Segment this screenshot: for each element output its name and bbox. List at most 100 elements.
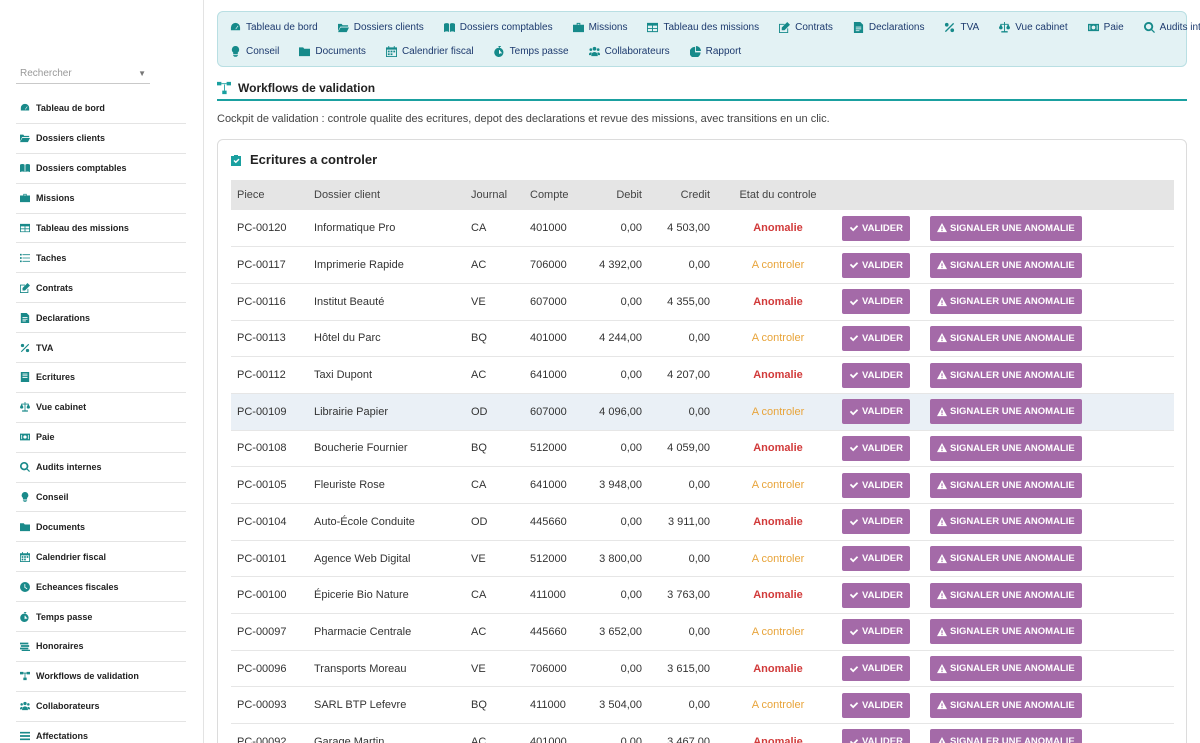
sidebar-item-label: Missions (36, 193, 75, 204)
nav-link-dossiers-clients[interactable]: Dossiers clients (337, 20, 424, 34)
sidebar-item-paie[interactable]: Paie (16, 423, 186, 453)
sidebar-item-workflows-de-validation[interactable]: Workflows de validation (16, 662, 186, 692)
signaler-anomalie-button[interactable]: SIGNALER UNE ANOMALIE (930, 215, 1082, 241)
valider-button[interactable]: VALIDER (842, 729, 910, 743)
cell-piece[interactable]: PC-00109 (231, 393, 308, 431)
nav-link-rapport[interactable]: Rapport (689, 44, 741, 58)
valider-button[interactable]: VALIDER (842, 619, 910, 645)
sidebar-item-temps-passe[interactable]: Temps passe (16, 602, 186, 633)
cell-dossier: Librairie Papier (308, 393, 465, 431)
nav-link-temps-passe[interactable]: Temps passe (493, 44, 569, 58)
cell-piece[interactable]: PC-00117 (231, 246, 308, 284)
cell-piece[interactable]: PC-00105 (231, 466, 308, 504)
signaler-anomalie-button[interactable]: SIGNALER UNE ANOMALIE (930, 729, 1082, 743)
cell-signaler: SIGNALER UNE ANOMALIE (930, 686, 1174, 725)
cell-journal: AC (465, 246, 524, 284)
cell-piece[interactable]: PC-00104 (231, 503, 308, 541)
sidebar-item-audits-internes[interactable]: Audits internes (16, 453, 186, 483)
signaler-anomalie-button[interactable]: SIGNALER UNE ANOMALIE (930, 362, 1082, 388)
valider-button[interactable]: VALIDER (842, 325, 910, 351)
sidebar-item-honoraires[interactable]: Honoraires (16, 632, 186, 662)
valider-button[interactable]: VALIDER (842, 546, 910, 572)
signaler-anomalie-button[interactable]: SIGNALER UNE ANOMALIE (930, 289, 1082, 315)
valider-button[interactable]: VALIDER (842, 472, 910, 498)
sidebar-item-dossiers-comptables[interactable]: Dossiers comptables (16, 154, 186, 184)
nav-link-audits-internes[interactable]: Audits internes (1143, 20, 1200, 34)
check-icon (849, 664, 859, 674)
cell-piece[interactable]: PC-00116 (231, 283, 308, 321)
valider-button[interactable]: VALIDER (842, 215, 910, 241)
cell-piece[interactable]: PC-00097 (231, 613, 308, 651)
cell-piece[interactable]: PC-00113 (231, 320, 308, 358)
sidebar-search-select[interactable]: Rechercher ▼ (16, 66, 150, 84)
valider-button[interactable]: VALIDER (842, 509, 910, 535)
sidebar-item-missions[interactable]: Missions (16, 184, 186, 214)
sidebar-item-documents[interactable]: Documents (16, 512, 186, 543)
status-badge: Anomalie (753, 295, 803, 308)
sidebar-item-declarations[interactable]: Declarations (16, 303, 186, 334)
cell-piece[interactable]: PC-00108 (231, 430, 308, 468)
signaler-anomalie-button[interactable]: SIGNALER UNE ANOMALIE (930, 546, 1082, 572)
sidebar-item-tableau-des-missions[interactable]: Tableau des missions (16, 214, 186, 244)
valider-button[interactable]: VALIDER (842, 252, 910, 278)
cell-piece[interactable]: PC-00093 (231, 686, 308, 725)
nav-link-missions[interactable]: Missions (572, 20, 627, 34)
nav-link-collaborateurs[interactable]: Collaborateurs (588, 44, 670, 58)
cell-piece[interactable]: PC-00101 (231, 540, 308, 578)
nav-link-tableau-de-bord[interactable]: Tableau de bord (230, 20, 318, 34)
valider-button[interactable]: VALIDER (842, 399, 910, 425)
cell-signaler: SIGNALER UNE ANOMALIE (930, 503, 1174, 541)
nav-link-vue-cabinet[interactable]: Vue cabinet (999, 20, 1068, 34)
cell-credit: 3 763,00 (648, 576, 716, 615)
cell-piece[interactable]: PC-00100 (231, 576, 308, 615)
sidebar-item-vue-cabinet[interactable]: Vue cabinet (16, 393, 186, 423)
cell-piece[interactable]: PC-00120 (231, 210, 308, 248)
sidebar-item-ecritures[interactable]: Ecritures (16, 363, 186, 393)
signaler-anomalie-button[interactable]: SIGNALER UNE ANOMALIE (930, 472, 1082, 498)
sidebar-item-taches[interactable]: Taches (16, 243, 186, 274)
valider-button[interactable]: VALIDER (842, 362, 910, 388)
nav-link-calendrier-fiscal[interactable]: Calendrier fiscal (385, 44, 474, 58)
cell-piece[interactable]: PC-00096 (231, 650, 308, 688)
sidebar-item-conseil[interactable]: Conseil (16, 483, 186, 513)
cell-piece[interactable]: PC-00112 (231, 356, 308, 394)
nav-link-declarations[interactable]: Declarations (853, 20, 924, 34)
cell-piece[interactable]: PC-00092 (231, 723, 308, 743)
signaler-anomalie-button[interactable]: SIGNALER UNE ANOMALIE (930, 435, 1082, 461)
nav-link-paie[interactable]: Paie (1087, 20, 1124, 34)
sidebar-item-collaborateurs[interactable]: Collaborateurs (16, 692, 186, 722)
signaler-anomalie-button[interactable]: SIGNALER UNE ANOMALIE (930, 399, 1082, 425)
signaler-anomalie-button[interactable]: SIGNALER UNE ANOMALIE (930, 509, 1082, 535)
signaler-anomalie-button[interactable]: SIGNALER UNE ANOMALIE (930, 252, 1082, 278)
nav-link-conseil[interactable]: Conseil (230, 44, 279, 58)
signaler-anomalie-button[interactable]: SIGNALER UNE ANOMALIE (930, 656, 1082, 682)
valider-button[interactable]: VALIDER (842, 582, 910, 608)
valider-button-label: VALIDER (862, 626, 903, 638)
sidebar-item-tableau-de-bord[interactable]: Tableau de bord (16, 94, 186, 124)
sidebar-item-echeances-fiscales[interactable]: Echeances fiscales (16, 572, 186, 603)
sidebar-item-tva[interactable]: TVA (16, 333, 186, 364)
valider-button[interactable]: VALIDER (842, 435, 910, 461)
valider-button[interactable]: VALIDER (842, 289, 910, 315)
nav-link-tva[interactable]: TVA (944, 20, 979, 34)
valider-button-label: VALIDER (862, 222, 903, 234)
valider-button[interactable]: VALIDER (842, 692, 910, 718)
sidebar-item-label: Vue cabinet (36, 402, 87, 413)
nav-link-documents[interactable]: Documents (299, 44, 366, 58)
sidebar-item-affectations[interactable]: Affectations (16, 722, 186, 743)
sidebar-item-contrats[interactable]: Contrats (16, 273, 186, 304)
sidebar-item-calendrier-fiscal[interactable]: Calendrier fiscal (16, 542, 186, 573)
signaler-anomalie-button[interactable]: SIGNALER UNE ANOMALIE (930, 582, 1082, 608)
valider-button[interactable]: VALIDER (842, 656, 910, 682)
nav-link-dossiers-comptables[interactable]: Dossiers comptables (443, 20, 553, 34)
cell-valider: VALIDER (840, 320, 930, 358)
cell-journal: BQ (465, 686, 524, 725)
table-row: PC-00108 Boucherie Fournier BQ 512000 0,00 4 … (231, 430, 1174, 468)
sidebar-item-label: Documents (36, 521, 86, 532)
nav-link-contrats[interactable]: Contrats (779, 20, 833, 34)
signaler-anomalie-button[interactable]: SIGNALER UNE ANOMALIE (930, 325, 1082, 351)
signaler-anomalie-button[interactable]: SIGNALER UNE ANOMALIE (930, 692, 1082, 718)
nav-link-tableau-des-missions[interactable]: Tableau des missions (647, 20, 759, 34)
signaler-anomalie-button[interactable]: SIGNALER UNE ANOMALIE (930, 619, 1082, 645)
sidebar-item-dossiers-clients[interactable]: Dossiers clients (16, 124, 186, 154)
